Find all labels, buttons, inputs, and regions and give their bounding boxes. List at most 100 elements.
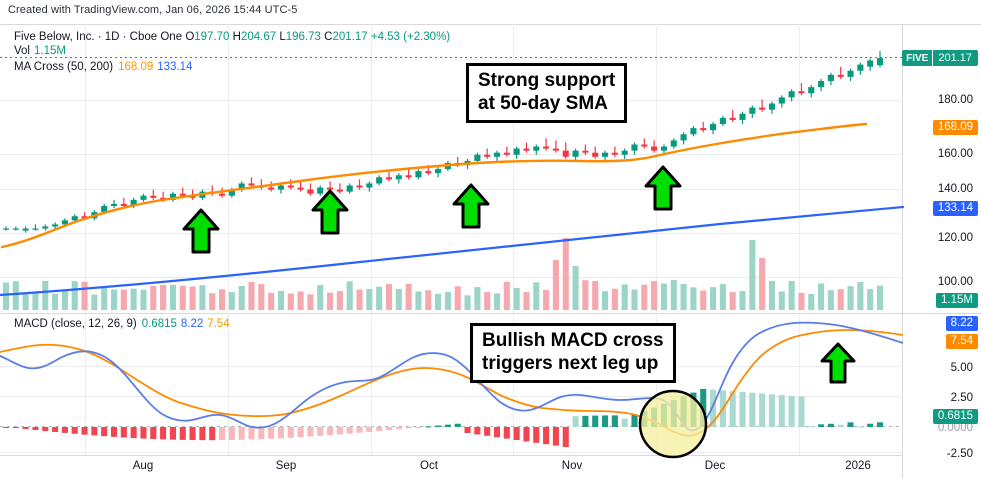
volume-bar <box>710 287 717 310</box>
legend-close-label: C <box>324 31 333 43</box>
volume-bar <box>385 283 393 310</box>
macd-histogram-bar <box>847 422 854 427</box>
price-tick-120: 120.00 <box>937 232 973 244</box>
candle-body <box>837 74 844 77</box>
volume-bar <box>277 290 285 310</box>
macd-histogram-bar <box>611 415 618 427</box>
candle-body <box>130 199 137 206</box>
volume-bar <box>837 289 844 310</box>
macd-histogram-bar <box>91 427 98 436</box>
volume-bar <box>572 266 579 310</box>
chart-legend-volume: Vol 1.15M <box>14 45 66 57</box>
candle-body <box>749 107 756 114</box>
macd-histogram-bar <box>385 427 393 431</box>
volume-bar <box>32 291 39 310</box>
chart-legend-main: Five Below, Inc. · 1D · Cboe One O197.70… <box>14 30 450 44</box>
support-arrow-markers <box>182 165 856 384</box>
candle-body <box>32 228 39 230</box>
volume-bar <box>601 291 609 310</box>
price-axis[interactable]: FIVE 201.17 180.00 168.09 160.00 140.00 … <box>902 24 981 460</box>
macd-histogram-bar <box>81 427 88 435</box>
candle-body <box>12 228 19 230</box>
volume-bar <box>503 281 510 310</box>
candle-body <box>808 87 815 94</box>
volume-bar <box>160 284 167 310</box>
candle-body <box>238 183 245 190</box>
candle-body <box>268 187 275 190</box>
candle-body <box>768 103 776 110</box>
legend-symbol: Five Below, Inc. · 1D · Cboe One <box>14 31 183 43</box>
macd-histogram-bar <box>523 427 530 442</box>
macd-histogram-bar <box>749 392 756 427</box>
volume-bar <box>209 293 216 310</box>
macd-histogram-bar <box>621 418 628 427</box>
macd-histogram-bar <box>327 427 334 436</box>
macd-histogram-bar <box>395 427 402 430</box>
volume-bars <box>2 238 884 310</box>
volume-bar <box>523 292 530 310</box>
candle-body <box>778 97 785 104</box>
volume-bar <box>690 287 697 310</box>
candle-body <box>376 177 383 184</box>
time-tick-sep: Sep <box>275 460 297 472</box>
volume-bar <box>660 283 667 310</box>
price-tick-140: 140.00 <box>937 183 973 195</box>
candle-body <box>101 205 108 213</box>
macd-histogram-bar <box>857 426 864 428</box>
macd-histogram-bar <box>52 427 59 432</box>
macd-histogram-bar <box>199 427 206 441</box>
time-axis[interactable]: Aug Sep Oct Nov Dec 2026 <box>0 456 903 479</box>
candle-body <box>248 183 255 186</box>
ticker-price-badge: FIVE 201.17 <box>902 50 978 66</box>
volume-bar <box>680 283 687 310</box>
candle-body <box>601 152 609 157</box>
candle-body <box>493 152 501 157</box>
macd-histogram-bar <box>366 427 373 432</box>
volume-bar <box>219 289 226 310</box>
macd-histogram-bar <box>307 427 314 437</box>
up-arrow-icon-3 <box>452 183 490 229</box>
volume-bar <box>435 293 442 310</box>
macd-histogram-bar <box>425 426 432 428</box>
macd-histogram-bar <box>22 427 29 430</box>
volume-bar <box>120 289 127 310</box>
candle-body <box>346 185 353 192</box>
candle-body <box>42 226 49 229</box>
candle-body <box>719 117 726 125</box>
volume-bar <box>366 288 373 310</box>
legend-macd-label: MACD (close, 12, 26, 9) <box>14 318 137 330</box>
volume-bar <box>651 281 658 310</box>
volume-bar <box>719 284 726 310</box>
macd-histogram-bar <box>209 427 216 441</box>
candle-body <box>317 187 324 194</box>
time-tick-aug: Aug <box>132 460 154 472</box>
volume-bar <box>110 289 118 310</box>
candle-body <box>651 146 658 151</box>
volume-bar <box>346 281 353 310</box>
candle-body <box>876 58 884 66</box>
candle-body <box>81 216 88 219</box>
macd-histogram-bar <box>503 427 510 439</box>
macd-histogram-bar <box>631 414 638 427</box>
macd-histogram-bar <box>405 427 412 429</box>
candle-body <box>2 228 10 230</box>
candle-body <box>336 189 343 192</box>
candle-body <box>228 189 235 196</box>
volume-bar <box>307 294 314 310</box>
candle-body <box>582 150 589 153</box>
macd-histogram-bar <box>238 427 245 440</box>
macd-histogram-bar <box>140 427 147 439</box>
volume-bar <box>631 289 638 310</box>
candle-body <box>621 150 628 155</box>
legend-open-value: 197.70 <box>194 31 230 43</box>
volume-bar <box>71 281 78 310</box>
candle-body <box>405 175 412 178</box>
macd-histogram-bar <box>169 427 176 440</box>
candle-body <box>22 228 29 231</box>
candle-body <box>150 195 157 198</box>
candle-body <box>61 220 68 225</box>
macd-hist-pill: 0.6815 <box>932 409 978 424</box>
candlestick-series <box>2 50 884 233</box>
legend-low-label: L <box>279 31 286 43</box>
candle-body <box>867 60 874 67</box>
